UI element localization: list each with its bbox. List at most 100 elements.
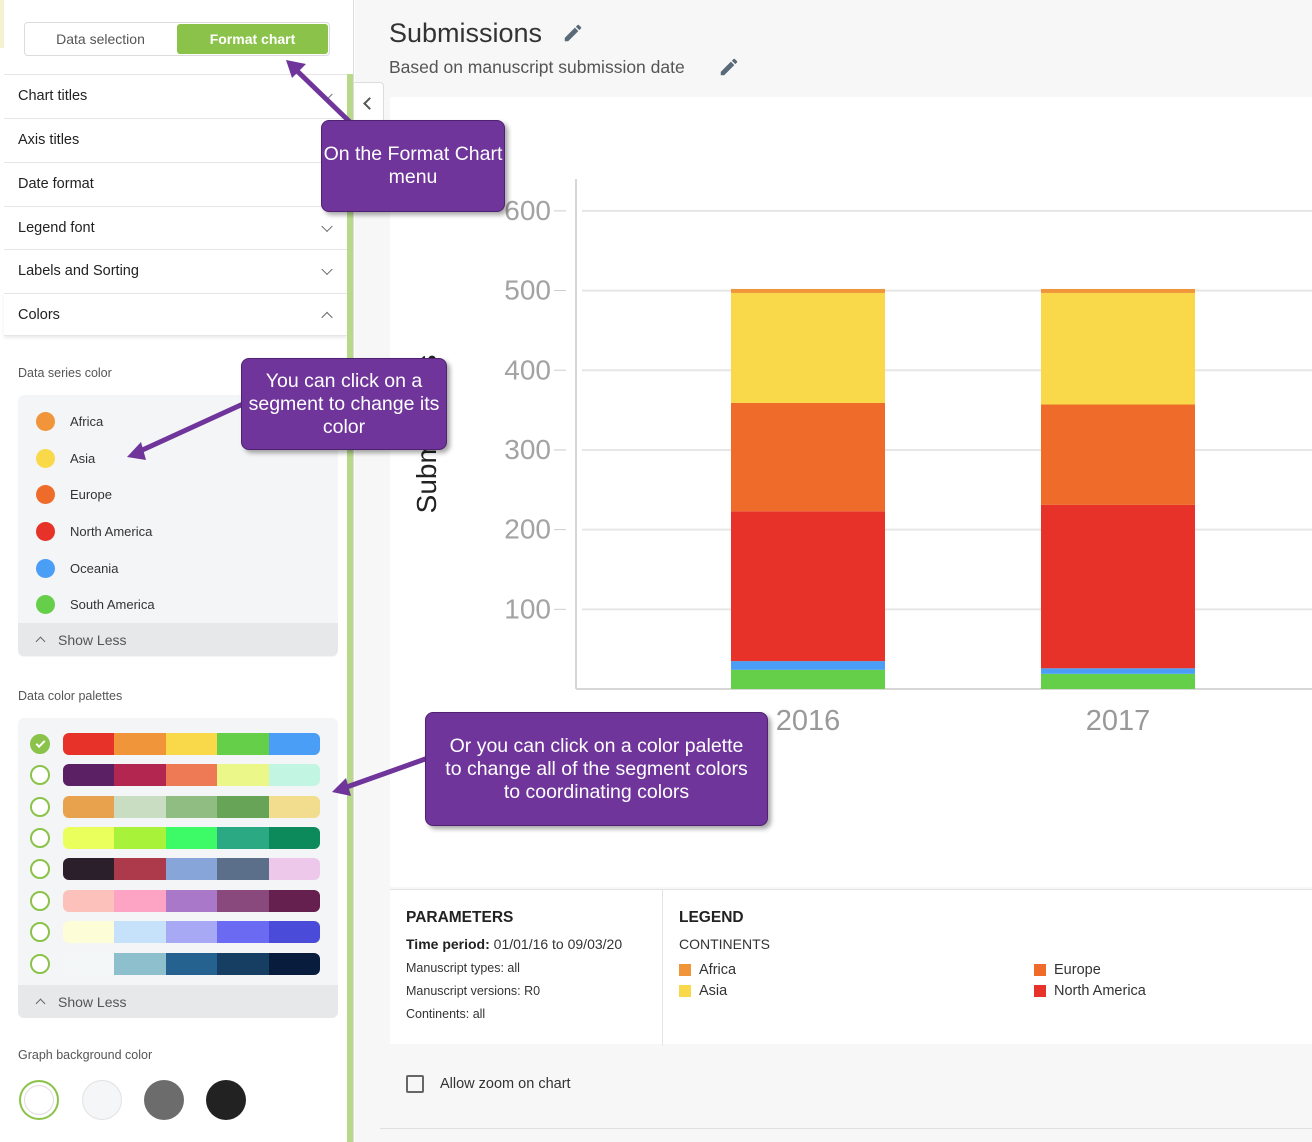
background-color-option[interactable] bbox=[144, 1080, 184, 1120]
section-labels-sorting[interactable]: Labels and Sorting bbox=[4, 249, 347, 292]
palette-swatches[interactable] bbox=[63, 733, 320, 755]
palette-option[interactable] bbox=[30, 953, 320, 975]
bar-segment-asia[interactable] bbox=[731, 292, 885, 403]
section-colors[interactable]: Colors bbox=[4, 293, 347, 336]
tab-data-selection[interactable]: Data selection bbox=[56, 31, 145, 47]
bar-segment-asia[interactable] bbox=[1041, 292, 1195, 405]
palette-swatch bbox=[217, 953, 269, 975]
edit-title-pencil-icon[interactable] bbox=[562, 22, 584, 44]
allow-zoom-checkbox[interactable] bbox=[406, 1075, 424, 1093]
y-tick-label: 300 bbox=[504, 434, 551, 465]
palette-swatch bbox=[165, 764, 218, 786]
chart-card: 10020030040050060020162017Submissions bbox=[390, 97, 1312, 887]
series-color-item[interactable]: Oceania bbox=[36, 558, 118, 578]
palette-option[interactable] bbox=[30, 733, 320, 755]
color-swatch-dot[interactable] bbox=[36, 521, 55, 541]
background-color-option[interactable] bbox=[82, 1080, 122, 1120]
section-label: Date format bbox=[18, 176, 94, 192]
series-color-item[interactable]: Africa bbox=[36, 411, 103, 431]
chart-workspace: Submissions Based on manuscript submissi… bbox=[355, 0, 1312, 1142]
page-subtitle: Based on manuscript submission date bbox=[389, 57, 685, 77]
series-color-item[interactable]: South America bbox=[36, 594, 155, 614]
bar-segment-oceania[interactable] bbox=[1041, 668, 1195, 674]
bar-segment-europe[interactable] bbox=[731, 402, 885, 512]
color-swatch-dot[interactable] bbox=[36, 411, 55, 431]
palette-radio[interactable] bbox=[30, 891, 50, 911]
palette-radio[interactable] bbox=[30, 828, 50, 848]
legend-swatch bbox=[679, 985, 691, 997]
palette-option[interactable] bbox=[30, 764, 320, 786]
bar-segment-south-america[interactable] bbox=[1041, 673, 1195, 689]
legend-swatch bbox=[1034, 964, 1046, 976]
palette-swatch bbox=[114, 764, 166, 786]
palette-radio[interactable] bbox=[30, 765, 50, 785]
legend-heading: LEGEND bbox=[679, 909, 744, 926]
section-axis-titles[interactable]: Axis titles bbox=[4, 118, 347, 161]
color-swatch-dot[interactable] bbox=[36, 594, 55, 614]
data-color-palettes-label: Data color palettes bbox=[18, 689, 123, 703]
series-color-item[interactable]: North America bbox=[36, 521, 152, 541]
bar-segment-south-america[interactable] bbox=[731, 669, 885, 689]
color-swatch-dot[interactable] bbox=[36, 484, 55, 504]
bar-segment-africa[interactable] bbox=[731, 288, 885, 293]
palette-radio[interactable] bbox=[30, 954, 50, 974]
show-less-series-button[interactable]: Show Less bbox=[18, 623, 338, 656]
palette-radio[interactable] bbox=[30, 859, 50, 879]
param-manuscript-versions: Manuscript versions: R0 bbox=[406, 984, 541, 998]
bar-segment-north-america[interactable] bbox=[1041, 504, 1195, 669]
section-label: Colors bbox=[18, 306, 60, 323]
palette-option[interactable] bbox=[30, 890, 320, 912]
show-less-palettes-button[interactable]: Show Less bbox=[18, 985, 338, 1018]
collapse-panel-button[interactable] bbox=[354, 82, 384, 124]
palette-swatch bbox=[165, 858, 218, 880]
bar-segment-africa[interactable] bbox=[1041, 288, 1195, 293]
section-label: Axis titles bbox=[18, 132, 80, 148]
palette-swatch bbox=[165, 827, 218, 849]
legend-item-europe: Europe bbox=[1034, 962, 1101, 978]
series-name: Oceania bbox=[70, 560, 119, 576]
edit-subtitle-pencil-icon[interactable] bbox=[718, 56, 740, 78]
palette-swatch bbox=[165, 796, 218, 818]
series-color-item[interactable]: Asia bbox=[36, 448, 95, 468]
palette-swatches[interactable] bbox=[63, 827, 320, 849]
palette-option[interactable] bbox=[30, 858, 320, 880]
bar-segment-oceania[interactable] bbox=[731, 661, 885, 670]
series-color-item[interactable]: Europe bbox=[36, 484, 112, 504]
palette-radio[interactable] bbox=[30, 797, 50, 817]
palette-swatches[interactable] bbox=[63, 953, 320, 975]
param-continents: Continents: all bbox=[406, 1007, 486, 1021]
palette-swatches[interactable] bbox=[63, 858, 320, 880]
background-color-option[interactable] bbox=[206, 1080, 246, 1120]
palette-radio-checked-icon[interactable] bbox=[30, 734, 50, 754]
color-swatch-dot[interactable] bbox=[36, 558, 55, 578]
legend-item-north-america: North America bbox=[1034, 983, 1146, 999]
page-title: Submissions bbox=[389, 18, 543, 48]
allow-zoom-option[interactable]: Allow zoom on chart bbox=[406, 1075, 571, 1093]
palette-option[interactable] bbox=[30, 827, 320, 849]
palette-option[interactable] bbox=[30, 796, 320, 818]
palette-swatches[interactable] bbox=[63, 764, 320, 786]
palette-swatch bbox=[268, 890, 320, 912]
palette-swatch bbox=[63, 890, 115, 912]
palette-swatch bbox=[114, 827, 166, 849]
palette-swatch bbox=[165, 921, 218, 943]
palette-swatches[interactable] bbox=[63, 796, 320, 818]
palette-swatches[interactable] bbox=[63, 921, 320, 943]
series-name: Europe bbox=[70, 486, 112, 502]
palette-swatch bbox=[63, 858, 115, 880]
series-name: South America bbox=[70, 596, 155, 612]
palette-option[interactable] bbox=[30, 921, 320, 943]
bar-segment-europe[interactable] bbox=[1041, 404, 1195, 505]
section-legend-font[interactable]: Legend font bbox=[4, 206, 347, 249]
section-date-format[interactable]: Date format bbox=[4, 162, 347, 205]
legend-label: Europe bbox=[1054, 962, 1101, 978]
palette-swatches[interactable] bbox=[63, 890, 320, 912]
bar-segment-north-america[interactable] bbox=[731, 511, 885, 662]
palette-radio[interactable] bbox=[30, 922, 50, 942]
color-swatch-dot[interactable] bbox=[36, 448, 55, 468]
section-chart-titles[interactable]: Chart titles bbox=[4, 74, 347, 117]
stacked-bar-chart[interactable]: 10020030040050060020162017Submissions bbox=[390, 97, 1312, 887]
tab-format-chart[interactable]: Format chart bbox=[177, 24, 328, 54]
background-color-option[interactable] bbox=[19, 1080, 59, 1120]
palette-swatch bbox=[268, 764, 320, 786]
